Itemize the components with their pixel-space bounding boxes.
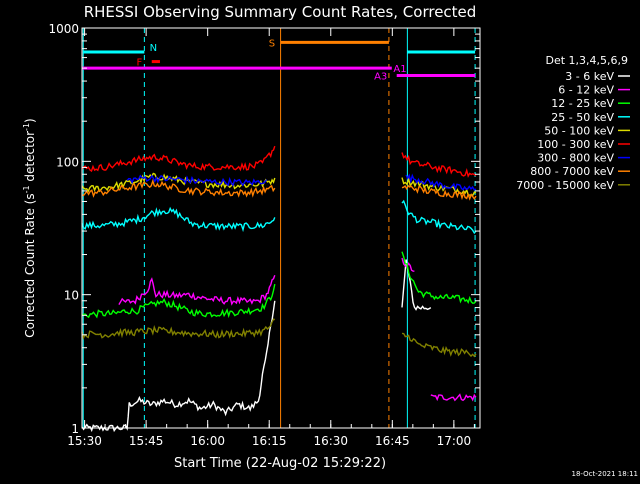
series-line-3-seg-0 bbox=[81, 206, 276, 233]
y-axis-label-sup2: -1 bbox=[22, 123, 31, 131]
series-line-0-seg-0 bbox=[81, 300, 276, 433]
x-axis-ticks: 15:30 15:45 16:00 16:15 16:30 16:45 17:00 bbox=[67, 28, 475, 448]
series-line-6-seg-0 bbox=[126, 174, 268, 187]
x-tick-label-6: 17:00 bbox=[437, 434, 472, 448]
x-tick-label-2: 16:00 bbox=[190, 434, 225, 448]
footer-timestamp: 18-Oct-2021 18:11 bbox=[572, 470, 638, 478]
x-axis-label: Start Time (22-Aug-02 15:29:22) bbox=[174, 456, 386, 471]
series-line-8-seg-1 bbox=[401, 332, 477, 358]
legend-entry-label-3: 25 - 50 keV bbox=[551, 111, 614, 124]
y-axis-label: Corrected Count Rate (s-1 detector-1) bbox=[22, 118, 37, 337]
series-line-0-seg-1 bbox=[401, 259, 432, 311]
series-line-2-seg-0 bbox=[81, 283, 276, 319]
legend-entry-label-4: 50 - 100 keV bbox=[544, 124, 614, 137]
legend-entry-label-8: 7000 - 15000 keV bbox=[516, 179, 614, 192]
y-axis-ticks: 1 10 100 1000 bbox=[48, 22, 480, 436]
series-line-6-seg-1 bbox=[405, 173, 477, 191]
flag-label-0: N bbox=[150, 43, 157, 54]
series-line-7-seg-1 bbox=[401, 184, 477, 201]
series-line-5-seg-1 bbox=[401, 152, 477, 178]
x-tick-label-0: 15:30 bbox=[67, 434, 102, 448]
plot-frame bbox=[81, 27, 481, 429]
x-tick-label-1: 15:45 bbox=[129, 434, 164, 448]
flag-label-1: F bbox=[137, 58, 143, 69]
series-group bbox=[81, 145, 477, 433]
legend-header: Det 1,3,4,5,6,9 bbox=[545, 54, 628, 67]
observing-flag-bars bbox=[82, 40, 476, 78]
series-line-8-seg-0 bbox=[81, 318, 276, 340]
legend-entry-label-5: 100 - 300 keV bbox=[537, 138, 614, 151]
series-line-4-seg-1 bbox=[401, 176, 477, 196]
y-axis-label-end: ) bbox=[23, 118, 37, 123]
y-axis-label-mid: detector bbox=[23, 131, 37, 186]
series-line-1-seg-0 bbox=[118, 274, 276, 306]
series-line-1-seg-2 bbox=[430, 393, 477, 402]
legend-entry-label-1: 6 - 12 keV bbox=[558, 84, 614, 97]
series-line-7-seg-0 bbox=[81, 178, 276, 198]
series-line-2-seg-1 bbox=[401, 251, 477, 305]
flag-label-2: S bbox=[269, 38, 275, 49]
y-tick-label-0: 1 bbox=[71, 422, 79, 436]
x-tick-label-4: 16:30 bbox=[313, 434, 348, 448]
series-line-5-seg-0 bbox=[81, 145, 276, 173]
legend-entry-label-2: 12 - 25 keV bbox=[551, 97, 614, 110]
flag-label-4: A3 bbox=[374, 72, 387, 83]
observing-vertical-lines bbox=[82, 28, 476, 428]
y-axis-label-sup1: -1 bbox=[22, 185, 31, 193]
series-line-3-seg-1 bbox=[401, 199, 477, 235]
y-tick-label-2: 100 bbox=[56, 155, 79, 169]
y-axis-label-main: Corrected Count Rate (s bbox=[23, 193, 37, 337]
y-tick-label-3: 1000 bbox=[48, 22, 79, 36]
observing-flag-labels: NF S A1 A3 bbox=[137, 38, 407, 82]
legend-entry-label-0: 3 - 6 keV bbox=[565, 70, 614, 83]
series-line-1-seg-1 bbox=[401, 257, 415, 272]
x-tick-label-5: 16:45 bbox=[375, 434, 410, 448]
y-tick-label-1: 10 bbox=[64, 289, 79, 303]
flag-label-3: A1 bbox=[393, 64, 406, 75]
legend-entry-label-7: 800 - 7000 keV bbox=[530, 165, 614, 178]
chart-title: RHESSI Observing Summary Count Rates, Co… bbox=[84, 3, 477, 21]
x-tick-label-3: 16:15 bbox=[252, 434, 287, 448]
legend-entry-label-6: 300 - 800 keV bbox=[537, 152, 614, 165]
